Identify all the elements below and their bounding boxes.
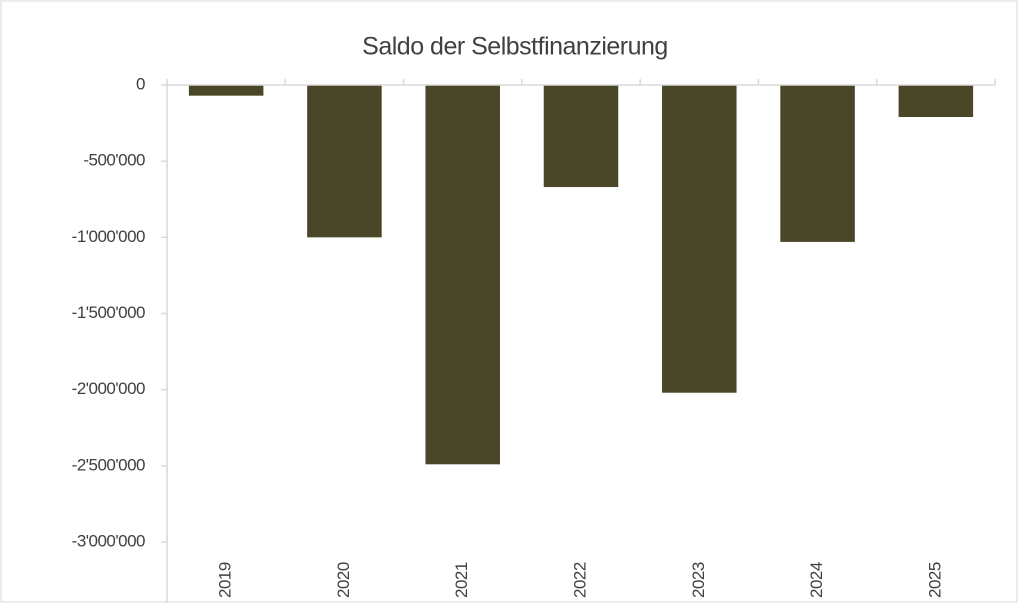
chart-title: Saldo der Selbstfinanzierung [362,33,668,61]
bar [662,85,737,393]
bar [543,85,619,188]
x-tick-label: 2025 [925,562,944,598]
x-tick-label: 2024 [807,562,826,598]
x-tick-label: 2023 [689,562,708,598]
y-tick-label: -2'500'000 [72,455,145,474]
y-tick-label: -1'500'000 [72,303,145,322]
x-tick-label: 2019 [216,562,235,598]
x-tick-label: 2021 [452,562,471,598]
y-tick-label: -2'000'000 [72,379,145,398]
y-tick-label: -1'000'000 [72,227,145,246]
x-tick-label: 2022 [570,562,589,598]
bar [188,85,264,96]
bar [425,85,500,465]
y-tick-label: 0 [136,74,145,93]
bar [307,85,382,238]
y-tick-label: -500'000 [83,151,145,170]
x-tick-label: 2020 [334,562,353,598]
bar [780,85,855,242]
y-tick-label: -3'000'000 [72,531,145,550]
bar [898,85,974,117]
